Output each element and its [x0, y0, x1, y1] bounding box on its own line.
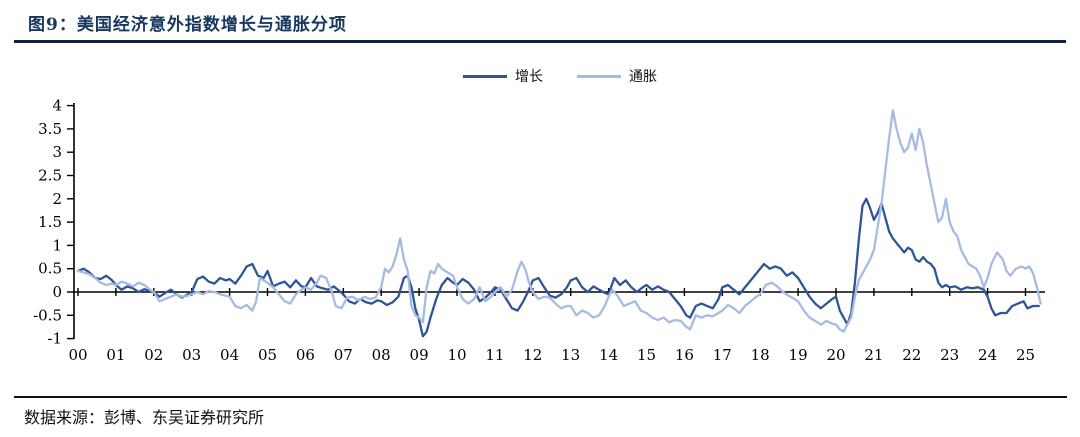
y-axis-tick-label: 4: [52, 97, 62, 115]
footer-divider: [14, 396, 1067, 398]
x-axis-tick-label: 02: [144, 346, 163, 364]
y-axis-tick-label: -1: [47, 330, 62, 348]
x-axis-tick-label: 11: [485, 346, 504, 364]
x-axis-tick-label: 09: [410, 346, 429, 364]
x-axis-tick-label: 12: [523, 346, 542, 364]
x-axis-tick-label: 25: [1016, 346, 1035, 364]
x-axis-tick-label: 13: [561, 346, 580, 364]
x-axis-tick-label: 05: [258, 346, 277, 364]
x-axis-tick-label: 00: [68, 346, 87, 364]
x-axis-tick-label: 04: [220, 346, 239, 364]
inflation-series-line: [78, 110, 1041, 331]
data-source-note: 数据来源：彭博、东吴证券研究所: [24, 404, 264, 428]
x-axis-tick-label: 14: [599, 346, 618, 364]
y-axis-tick-label: 1: [52, 236, 62, 254]
growth-series-line: [78, 199, 1039, 336]
x-axis-tick-label: 17: [713, 346, 732, 364]
x-axis-tick-label: 06: [296, 346, 315, 364]
x-axis-tick-label: 20: [826, 346, 845, 364]
y-axis-tick-label: 0.5: [38, 260, 62, 278]
x-axis-tick-label: 24: [978, 346, 997, 364]
x-axis-tick-label: 01: [106, 346, 125, 364]
x-axis-tick-label: 19: [789, 346, 808, 364]
x-axis-tick-label: 18: [751, 346, 770, 364]
x-axis-tick-label: 23: [940, 346, 959, 364]
y-axis-tick-label: 1.5: [38, 213, 62, 231]
y-axis-tick-label: 2: [52, 190, 62, 208]
y-axis-tick-label: -0.5: [33, 306, 62, 324]
figure-card: 图9：美国经济意外指数增长与通胀分项 增长 通胀 43.532.521.510.…: [0, 0, 1080, 437]
y-axis-tick-label: 3.5: [38, 120, 62, 138]
x-axis-tick-label: 16: [675, 346, 694, 364]
y-axis-tick-label: 0: [52, 283, 62, 301]
x-axis-tick-label: 07: [334, 346, 353, 364]
x-axis-tick-label: 15: [637, 346, 656, 364]
y-axis-tick-label: 2.5: [38, 167, 62, 185]
x-axis-tick-label: 03: [182, 346, 201, 364]
x-axis-tick-label: 08: [372, 346, 391, 364]
line-chart-plot-area: 4 3.5 3 2.5 2 1.5 1 0.5 0 -0.5 -1 00 01 02 03 04 05 06 07 0…: [0, 0, 1080, 437]
x-axis-tick-label: 22: [902, 346, 921, 364]
x-axis-tick-label: 10: [447, 346, 466, 364]
y-axis-tick-label: 3: [52, 143, 62, 161]
x-axis-tick-label: 21: [864, 346, 883, 364]
